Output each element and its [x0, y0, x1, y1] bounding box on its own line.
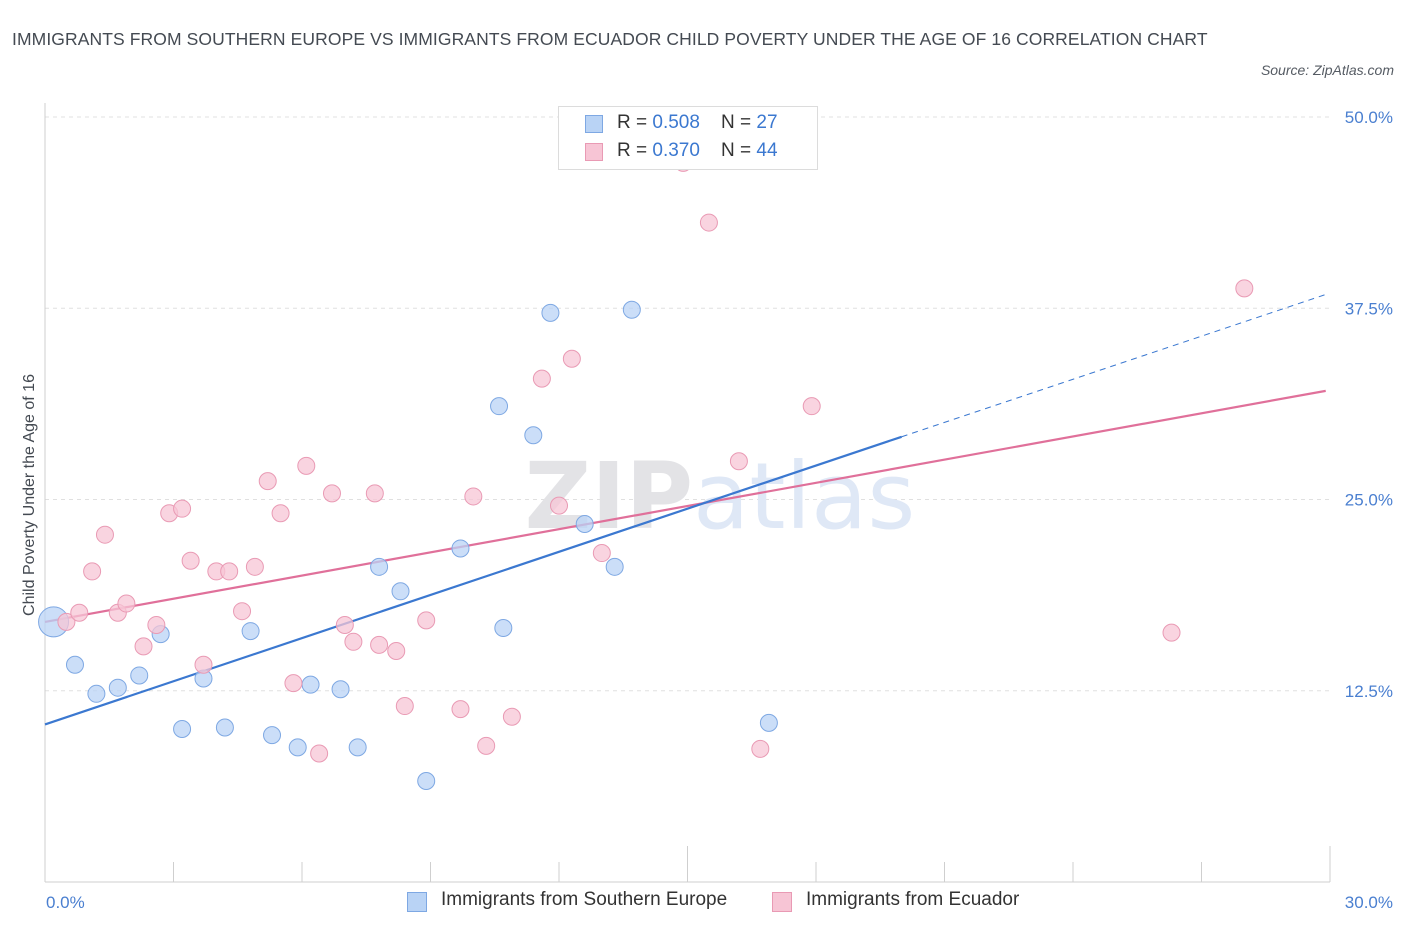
data-point-ecuador [464, 487, 483, 506]
x-tick-label: 0.0% [46, 893, 85, 912]
legend-swatch-ecuador [585, 143, 603, 161]
data-point-ecuador [297, 456, 316, 475]
data-point-ecuador [592, 544, 611, 563]
data-point-ecuador [550, 496, 568, 515]
legend-label-ecuador: Immigrants from Ecuador [806, 889, 1020, 910]
data-point-ecuador [370, 635, 389, 654]
legend-swatch-southern-europe [407, 892, 427, 912]
data-point-southern-europe [605, 557, 624, 576]
trend-line-ecuador [44, 389, 1326, 623]
data-point-ecuador [387, 641, 406, 660]
trend-lines [44, 294, 1326, 726]
data-point-ecuador [284, 674, 303, 693]
legend-label-southern-europe: Immigrants from Southern Europe [441, 889, 728, 910]
data-point-ecuador [70, 603, 89, 622]
data-point-ecuador [233, 602, 252, 621]
data-point-ecuador [417, 611, 436, 630]
data-point-southern-europe [622, 300, 641, 319]
data-point-ecuador [258, 472, 277, 491]
data-point-southern-europe [417, 772, 436, 791]
legend-swatch-ecuador [772, 892, 792, 912]
data-point-southern-europe [87, 684, 106, 703]
y-tick-label: 25.0% [1345, 491, 1393, 510]
data-point-southern-europe [759, 713, 778, 732]
source-label: Source: ZipAtlas.com [1260, 62, 1394, 78]
legend-r-label: R = [617, 112, 653, 133]
legend-n-label: N = [721, 140, 757, 161]
data-point-southern-europe [494, 619, 513, 638]
trend-line-extension-southern-europe [901, 294, 1326, 438]
data-point-ecuador [477, 736, 496, 755]
data-point-ecuador [134, 637, 153, 656]
data-point-ecuador [365, 484, 384, 503]
data-point-ecuador [245, 557, 264, 576]
data-point-ecuador [95, 525, 114, 544]
y-tick-label: 12.5% [1345, 682, 1393, 701]
data-point-southern-europe [524, 426, 543, 445]
y-axis-title: Child Poverty Under the Age of 16 [21, 374, 38, 616]
data-point-southern-europe [173, 720, 192, 738]
data-point-ecuador [751, 739, 770, 758]
data-point-southern-europe [451, 539, 470, 558]
data-point-southern-europe [575, 514, 594, 533]
data-point-southern-europe [301, 675, 320, 694]
legend-r-value: 0.370 [652, 140, 700, 161]
data-point-ecuador [271, 504, 290, 523]
data-point-ecuador [194, 655, 213, 674]
legend-r-label: R = [617, 140, 653, 161]
data-point-ecuador [395, 697, 414, 716]
data-point-southern-europe [130, 666, 149, 685]
data-point-ecuador [173, 499, 192, 518]
watermark: ZIPatlas [525, 443, 916, 550]
data-point-ecuador [220, 562, 239, 581]
axes [44, 103, 1331, 883]
data-point-ecuador [532, 369, 551, 388]
legend-n-value: 44 [756, 140, 778, 161]
series-southern-europe-points [38, 300, 778, 791]
data-point-ecuador [57, 612, 76, 631]
data-point-ecuador [1162, 623, 1181, 642]
data-point-ecuador [502, 707, 521, 726]
data-point-ecuador [1235, 279, 1254, 298]
data-point-ecuador [117, 594, 136, 613]
data-point-ecuador [310, 744, 329, 763]
data-point-ecuador [335, 615, 354, 634]
data-point-southern-europe [108, 678, 127, 697]
legend-n-label: N = [721, 112, 757, 133]
data-point-ecuador [729, 452, 748, 471]
y-tick-label: 50.0% [1345, 108, 1393, 127]
data-point-ecuador [181, 551, 200, 570]
trend-line-southern-europe [44, 435, 903, 726]
data-point-southern-europe [215, 718, 234, 737]
data-point-ecuador [451, 700, 470, 719]
x-tick-label: 30.0% [1345, 893, 1393, 912]
data-point-southern-europe [348, 738, 367, 757]
data-point-ecuador [344, 632, 363, 651]
data-point-southern-europe [288, 738, 307, 757]
y-tick-label: 37.5% [1345, 299, 1393, 318]
data-point-ecuador [322, 484, 341, 503]
correlation-legend: R = 0.508 N = 27 R = 0.370 N = 44 [558, 106, 818, 170]
data-point-ecuador [83, 562, 102, 581]
legend-n-value: 27 [756, 112, 778, 133]
tick-labels: 12.5% 25.0% 37.5% 50.0% 0.0% 30.0% [46, 108, 1393, 912]
data-point-ecuador [802, 397, 821, 416]
series-ecuador-points [57, 153, 1254, 763]
data-point-ecuador [147, 615, 166, 634]
chart-title: IMMIGRANTS FROM SOUTHERN EUROPE VS IMMIG… [12, 29, 1208, 49]
data-point-southern-europe [241, 622, 260, 641]
legend-swatch-southern-europe [585, 115, 603, 133]
data-point-southern-europe [370, 557, 389, 576]
legend-r-value: 0.508 [652, 112, 700, 133]
data-point-southern-europe [541, 303, 560, 322]
data-point-southern-europe [391, 582, 410, 601]
data-point-southern-europe [65, 655, 84, 674]
data-point-ecuador [699, 213, 718, 232]
data-point-southern-europe [263, 726, 282, 745]
data-point-ecuador [562, 349, 581, 368]
data-point-southern-europe [331, 680, 350, 699]
data-point-southern-europe [490, 397, 509, 416]
